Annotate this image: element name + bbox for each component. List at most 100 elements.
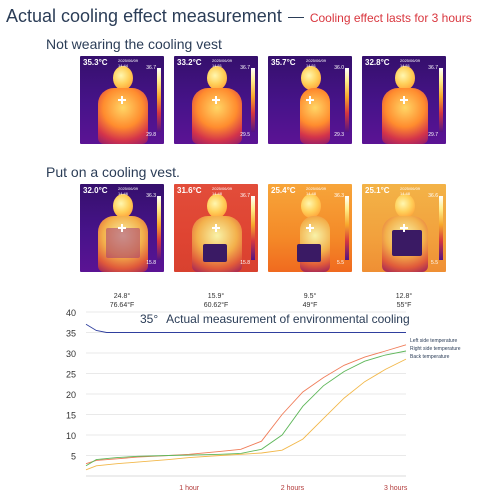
thermal-image-side-with-vest: 31.6°C 2025/06/09 14:48 36.7 15.8: [174, 184, 258, 272]
person-figure: [286, 194, 336, 272]
color-scale-bar: [345, 196, 349, 260]
thermal-image-side-no-vest: 33.2°C 2025/06/09 14:51 36.7 29.5: [174, 56, 258, 144]
chart-title-value: 35°: [140, 312, 159, 326]
scale-min: 29.3: [334, 132, 344, 138]
y-tick-label: 40: [66, 308, 76, 318]
person-figure: [98, 66, 148, 144]
cooling-vest-area: [392, 230, 422, 256]
timestamp: 2025/06/09 14:48: [212, 186, 233, 196]
temperature-reading: 25.4°C: [271, 186, 296, 195]
vest-reading-front: 24.8° 76.64°F: [109, 293, 135, 309]
timestamp: 2025/06/09 14:46: [118, 186, 139, 196]
thermal-image-back-no-vest: 32.8°C 2025/06/09 14:51 36.7 29.7: [362, 56, 446, 144]
y-tick-label: 15: [66, 411, 76, 421]
x-tick-label: 1 hour: [179, 485, 200, 492]
chart-title: 35° Actual measurement of environmental c…: [140, 312, 410, 326]
page-title: Actual cooling effect measurement: [6, 6, 282, 26]
color-scale-bar: [251, 196, 255, 260]
series-line-left-side-temperature: [85, 344, 407, 465]
timestamp: 2025/06/09 14:48: [400, 186, 421, 196]
scale-max: 36.3: [146, 193, 156, 199]
timestamp: 2025/06/09 14:51: [306, 58, 327, 68]
scale-min: 5.5: [431, 260, 438, 266]
person-figure: [192, 194, 242, 272]
scale-min: 15.8: [240, 260, 250, 266]
crosshair-icon: [306, 96, 314, 104]
cooling-vest-area: [203, 244, 227, 262]
scale-max: 36.7: [428, 65, 438, 71]
crosshair-icon: [118, 224, 126, 232]
x-tick-label: 3 hours: [384, 485, 408, 492]
thermal-image-profile-with-vest: 25.4°C 2025/06/09 14:48 36.3 5.5: [268, 184, 352, 272]
cooling-vest-area: [297, 244, 321, 262]
vest-reading-side: 15.9° 60.62°F: [203, 293, 229, 309]
temperature-reading: 35.7°C: [271, 58, 296, 67]
person-figure: [286, 66, 336, 144]
crosshair-icon: [306, 224, 314, 232]
crosshair-icon: [400, 96, 408, 104]
temperature-reading: 32.0°C: [83, 186, 108, 195]
y-tick-label: 35: [66, 329, 76, 339]
timestamp: 2025/06/09 14:51: [400, 58, 421, 68]
y-tick-label: 5: [71, 452, 76, 462]
temperature-reading: 25.1°C: [365, 186, 390, 195]
y-tick-label: 20: [66, 390, 76, 400]
scale-min: 15.8: [146, 260, 156, 266]
x-tick-label: 2 hours: [281, 485, 305, 492]
vest-reading-back: 12.8° 55°F: [395, 293, 413, 309]
temperature-reading: 32.8°C: [365, 58, 390, 67]
y-tick-label: 10: [66, 431, 76, 441]
page-subtitle: Cooling effect lasts for 3 hours: [309, 11, 472, 25]
scale-max: 36.7: [146, 65, 156, 71]
person-figure: [98, 194, 148, 272]
series-line-back-temperature: [85, 358, 407, 471]
person-figure: [380, 194, 430, 272]
crosshair-icon: [400, 224, 408, 232]
person-figure: [380, 66, 430, 144]
scale-min: 29.8: [146, 132, 156, 138]
timestamp: 2025/06/09 14:51: [212, 58, 233, 68]
crosshair-icon: [118, 96, 126, 104]
crosshair-icon: [212, 224, 220, 232]
section-label-with-vest: Put on a cooling vest.: [46, 164, 180, 180]
color-scale-bar: [345, 68, 349, 132]
temperature-reading: 35.3°C: [83, 58, 108, 67]
vest-reading-profile: 9.5° 49°F: [302, 293, 318, 309]
timestamp: 2025/06/09 14:44: [118, 58, 139, 68]
scale-max: 36.7: [240, 65, 250, 71]
color-scale-bar: [439, 68, 443, 132]
timestamp: 2025/06/09 14:48: [306, 186, 327, 196]
scale-max: 36.6: [428, 193, 438, 199]
temperature-reading: 31.6°C: [177, 186, 202, 195]
temperature-chart: 5 10 15 20 25 30 35 40 1 hour 2 hours 3 hours: [0, 306, 500, 500]
legend-entry: Right side temperature: [410, 346, 461, 352]
header: Actual cooling effect measurement Cooling…: [6, 6, 496, 30]
color-scale-bar: [157, 196, 161, 260]
section-label-without-vest: Not wearing the cooling vest: [46, 36, 222, 52]
thermal-image-front-with-vest: 32.0°C 2025/06/09 14:46 36.3 15.8: [80, 184, 164, 272]
color-scale-bar: [251, 68, 255, 132]
crosshair-icon: [212, 96, 220, 104]
thermal-image-profile-no-vest: 35.7°C 2025/06/09 14:51 36.0 29.3: [268, 56, 352, 144]
person-figure: [192, 66, 242, 144]
thermal-image-back-with-vest: 25.1°C 2025/06/09 14:48 36.6 5.5: [362, 184, 446, 272]
scale-min: 29.7: [428, 132, 438, 138]
y-tick-label: 25: [66, 370, 76, 380]
scale-min: 29.5: [240, 132, 250, 138]
legend-entry: Back temperature: [410, 354, 450, 360]
scale-min: 5.5: [337, 260, 344, 266]
scale-max: 36.3: [334, 193, 344, 199]
series-line-environment: [85, 323, 406, 333]
color-scale-bar: [157, 68, 161, 132]
scale-max: 36.7: [240, 193, 250, 199]
legend-entry: Left side temperature: [410, 338, 458, 344]
chart-title-text: Actual measurement of environmental cool…: [166, 312, 410, 326]
title-dash: [287, 17, 304, 19]
series-line-right-side-temperature: [85, 350, 407, 467]
chart-svg: 5 10 15 20 25 30 35 40 1 hour 2 hours 3 hours: [66, 308, 408, 492]
scale-max: 36.0: [334, 65, 344, 71]
color-scale-bar: [439, 196, 443, 260]
thermal-image-front-no-vest: 35.3°C 2025/06/09 14:44 36.7 29.8: [80, 56, 164, 144]
cooling-vest-area: [106, 228, 140, 258]
temperature-reading: 33.2°C: [177, 58, 202, 67]
